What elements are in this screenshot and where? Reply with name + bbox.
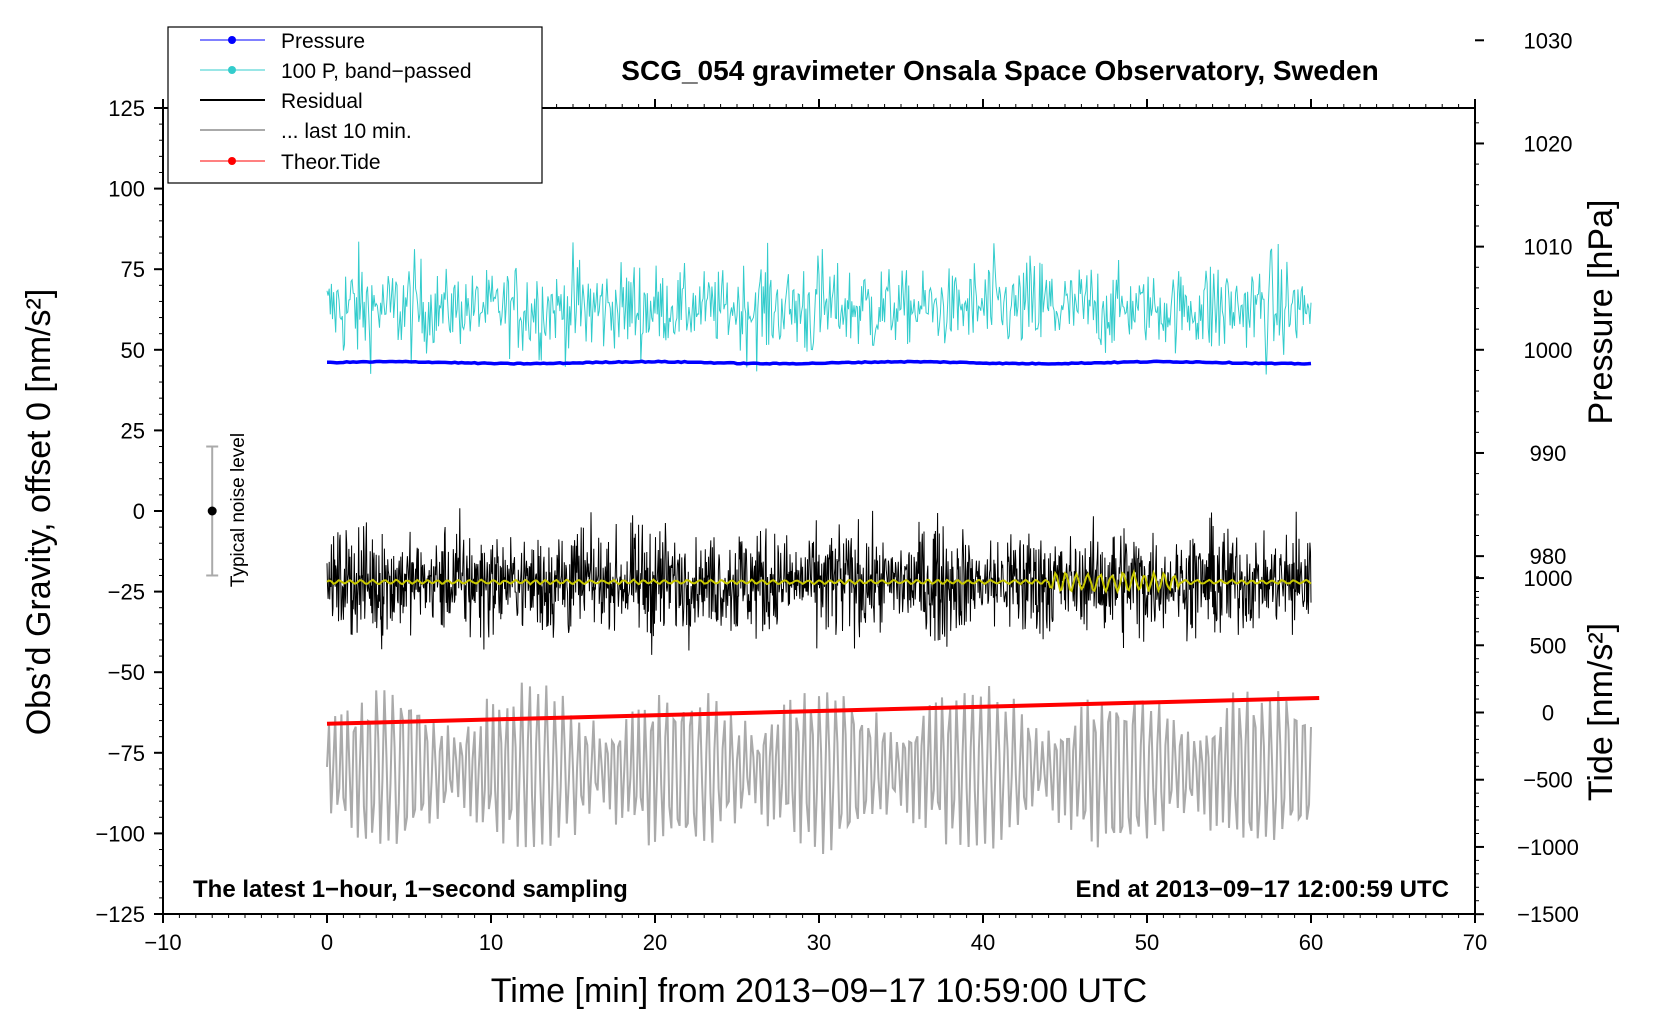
y-axis-title-pressure: Pressure [hPa] [1582,200,1620,425]
tide-tick-label: −1500 [1517,902,1579,927]
axis-ticks: −10 0 10 20 30 40 50 60 70−125−100−75−50−2502550… [95,28,1578,955]
x-tick-label: −10 [144,930,181,955]
legend-label-tide: Theor.Tide [281,151,381,174]
legend-box [167,26,543,184]
y-tick-label-left: −75 [108,741,145,766]
legend-marker-tide [228,157,236,165]
x-axis-title: Time [min] from 2013−09−17 10:59:00 UTC [491,972,1147,1010]
y-tick-label-left: 100 [108,177,145,202]
series-residual-smoothed [326,568,1312,595]
y-tick-label-left: −125 [95,902,145,927]
series-pressure [327,359,1312,366]
noise-bar-center-dot [207,506,217,516]
data-series [326,241,1320,855]
legend-marker-pressure [228,36,236,44]
tide-tick-label: 0 [1542,701,1554,726]
y-tick-label-left: −100 [95,821,145,846]
pressure-tick-label: 1030 [1524,28,1573,53]
legend-marker-bandpassed [228,66,236,74]
x-tick-label: 60 [1299,930,1323,955]
noise-level-label: Typical noise level [228,433,249,587]
tide-tick-label: 1000 [1524,566,1573,591]
legend-label-residual: Residual [281,90,363,113]
legend-label-bandpassed: 100 P, band−passed [281,60,472,83]
x-tick-label: 40 [971,930,995,955]
noise-bar [206,445,219,577]
y-axis-title-tide: Tide [nm/s²] [1582,623,1620,801]
series-bandpassed-pressure [326,241,1312,375]
x-tick-label: 20 [643,930,667,955]
y-tick-label-left: 25 [121,418,145,443]
y-tick-label-left: 0 [133,499,145,524]
x-tick-label: 10 [479,930,503,955]
annotation-end-time: End at 2013−09−17 12:00:59 UTC [1075,876,1449,903]
x-tick-label: 50 [1135,930,1159,955]
y-tick-label-left: 50 [121,338,145,363]
legend-label-last10: ... last 10 min. [281,120,412,143]
pressure-tick-label: 990 [1530,441,1567,466]
tide-tick-label: −500 [1523,768,1573,793]
series-residual [326,508,1312,655]
y-axis-title-left: Obs’d Gravity, offset 0 [nm/s²] [20,289,58,736]
x-tick-label: 30 [807,930,831,955]
pressure-tick-label: 1020 [1524,131,1573,156]
pressure-tick-label: 1010 [1524,235,1573,260]
y-tick-label-left: 75 [121,257,145,282]
pressure-tick-label: 980 [1530,544,1567,569]
annotation-sampling: The latest 1−hour, 1−second sampling [193,876,628,903]
pressure-tick-label: 1000 [1524,338,1573,363]
x-tick-label: 70 [1463,930,1487,955]
series-theoretical-tide [326,695,1320,726]
tide-tick-label: 500 [1530,633,1567,658]
y-tick-label-left: −25 [108,580,145,605]
tide-tick-label: −1000 [1517,835,1579,860]
series-last-10-min [326,682,1312,855]
chart-title: SCG_054 gravimeter Onsala Space Observat… [621,55,1378,86]
y-tick-label-left: 125 [108,96,145,121]
y-tick-label-left: −50 [108,660,145,685]
x-tick-label: 0 [321,930,333,955]
legend-label-pressure: Pressure [281,30,365,53]
legend: Pressure 100 P, band−passed Residual ...… [167,26,543,184]
